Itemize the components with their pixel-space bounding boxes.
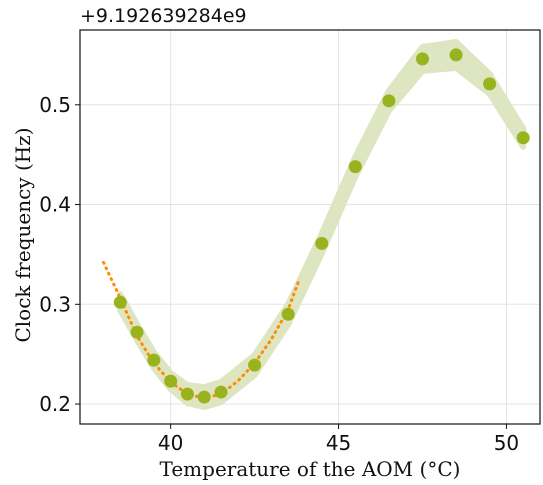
data-point: [113, 295, 127, 309]
x-tick-label: 40: [158, 431, 183, 455]
data-points: [113, 48, 530, 404]
data-point: [180, 387, 194, 401]
x-tick-label: 45: [326, 431, 351, 455]
data-point: [130, 325, 144, 339]
data-point: [147, 353, 161, 367]
data-point: [449, 48, 463, 62]
y-tick-label: 0.3: [39, 292, 71, 316]
plot-frame: [79, 29, 541, 425]
data-point: [516, 131, 530, 145]
data-point: [281, 307, 295, 321]
x-axis-label: Temperature of the AOM (°C): [160, 457, 461, 481]
offset-text: +9.192639284e9: [80, 5, 247, 27]
axis-ticks: 40 45 50 0.2 0.3 0.4 0.5: [39, 93, 519, 455]
data-point: [348, 160, 362, 174]
data-point: [415, 52, 429, 66]
data-point: [197, 390, 211, 404]
y-tick-label: 0.4: [39, 193, 71, 217]
data-point: [382, 94, 396, 108]
x-tick-label: 50: [494, 431, 519, 455]
y-axis-label: Clock frequency (Hz): [11, 127, 35, 342]
uncertainty-band: [117, 39, 527, 410]
data-point: [164, 374, 178, 388]
y-tick-label: 0.5: [39, 93, 71, 117]
y-tick-label: 0.2: [39, 392, 71, 416]
data-point: [214, 385, 228, 399]
data-point: [483, 77, 497, 91]
data-point: [315, 236, 329, 250]
data-point: [248, 358, 262, 372]
